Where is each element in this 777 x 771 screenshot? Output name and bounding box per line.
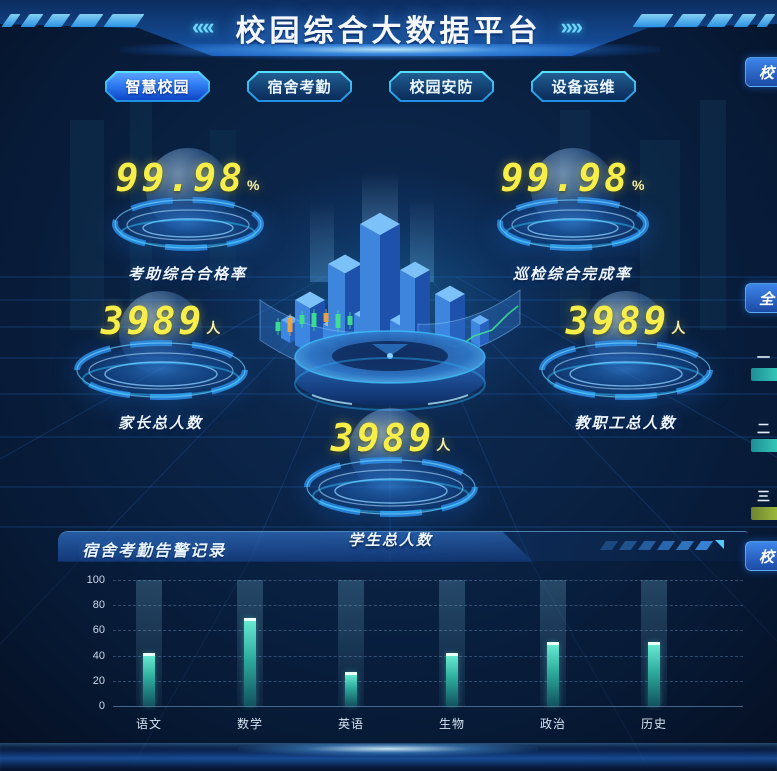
x-axis-line <box>113 706 743 707</box>
bar-政治[interactable] <box>547 641 559 706</box>
y-axis-tick: 80 <box>92 599 105 612</box>
alarm-chart-header: 宿舍考勤告警记录 <box>58 531 748 562</box>
footer-flare-decor <box>238 744 538 756</box>
x-axis-label: 生物 <box>438 717 465 731</box>
kpi-value: 3989 人 <box>565 299 686 343</box>
tab-2[interactable]: 校园安防 <box>389 71 494 102</box>
right-panel-tab-top-label: 校 <box>759 64 775 82</box>
bar-语文[interactable] <box>143 653 155 706</box>
rank-item-label: 二 <box>757 421 771 436</box>
platform-decor <box>496 196 650 257</box>
platform-decor <box>73 339 249 406</box>
tab-1[interactable]: 宿舍考勤 <box>247 71 352 102</box>
kpi-attendance-pass-rate: 99.98% 考助综合合格率 <box>85 148 290 284</box>
kpi-value: 3989 人 <box>330 416 451 460</box>
tab-label: 设备运维 <box>533 73 634 100</box>
tab-label: 智慧校园 <box>107 73 208 100</box>
header-dashes-decor <box>599 541 714 550</box>
center-3d-visualization <box>259 172 521 411</box>
kpi-students-total: 3989 人 学生总人数 <box>288 408 493 550</box>
y-axis-tick: 100 <box>86 574 105 586</box>
rank-item-bar <box>751 439 777 452</box>
kpi-staff-total: 3989 人 教职工总人数 <box>523 291 728 433</box>
header-triangle-decor <box>715 540 724 549</box>
gridline <box>113 655 743 657</box>
kpi-value: 99.98% <box>115 156 260 200</box>
right-panel-tab-middle-label: 全 <box>759 290 775 308</box>
gridline <box>113 580 743 581</box>
platform-decor <box>303 456 479 523</box>
right-panel-tab-bottom[interactable]: 校 <box>745 541 777 571</box>
footer-strip <box>0 743 777 771</box>
right-panel-tab-middle[interactable]: 全 <box>745 283 777 313</box>
rank-item-label: 三 <box>757 489 771 504</box>
y-axis-tick: 0 <box>98 700 105 712</box>
kpi-value: 99.98% <box>500 156 645 200</box>
right-panel-tab-bottom-label: 校 <box>759 548 775 566</box>
x-axis-label: 英语 <box>337 717 364 731</box>
tab-label: 宿舍考勤 <box>249 73 350 100</box>
left-chevrons-icon: «« <box>192 14 215 39</box>
x-axis-label: 历史 <box>640 717 667 731</box>
y-axis-tick: 60 <box>92 624 105 637</box>
page-title: 校园综合大数据平台 <box>235 15 542 48</box>
platform-decor <box>111 196 265 257</box>
kpi-label: 教职工总人数 <box>574 415 677 432</box>
bar-生物[interactable] <box>446 653 458 706</box>
y-axis-tick: 20 <box>92 674 105 687</box>
kpi-label: 家长总人数 <box>117 415 203 432</box>
kpi-inspection-completion-rate: 99.98% 巡检综合完成率 <box>470 148 675 284</box>
gridline <box>113 630 743 632</box>
right-chevrons-icon: »» <box>560 14 584 39</box>
tab-0[interactable]: 智慧校园 <box>105 71 210 102</box>
header-highlight-decor <box>58 532 533 562</box>
kpi-value: 3989 人 <box>100 299 221 343</box>
kpi-label: 巡检综合完成率 <box>512 266 632 283</box>
right-panel-tab-top[interactable]: 校 <box>745 57 777 87</box>
bar-英语[interactable] <box>345 671 357 706</box>
alarm-chart-panel: 宿舍考勤告警记录 0 20 40 60 80 100 语文 数学 英语 生物 政治 历史 <box>58 531 748 736</box>
gridline <box>113 680 743 682</box>
rank-item-bar <box>751 507 777 520</box>
x-axis-label: 政治 <box>539 717 566 731</box>
bar-数学[interactable] <box>244 617 256 706</box>
alarm-chart-title: 宿舍考勤告警记录 <box>82 543 227 560</box>
nav-tabs: 智慧校园 宿舍考勤 校园安防 设备运维 <box>105 71 636 102</box>
gridline <box>113 605 743 607</box>
kpi-label: 学生总人数 <box>347 532 433 549</box>
kpi-parents-total: 3989 人 家长总人数 <box>58 291 263 433</box>
tab-3[interactable]: 设备运维 <box>531 71 636 102</box>
x-axis-label: 数学 <box>236 717 263 731</box>
alarm-chart-plot: 0 20 40 60 80 100 语文 数学 英语 生物 政治 历史 <box>87 574 743 731</box>
rank-item-label: 一 <box>757 350 771 365</box>
bar-历史[interactable] <box>648 641 660 706</box>
rank-item-bar <box>751 368 777 381</box>
kpi-label: 考助综合合格率 <box>127 266 247 283</box>
tab-label: 校园安防 <box>391 73 492 100</box>
y-axis-tick: 40 <box>92 649 105 662</box>
x-axis-label: 语文 <box>135 717 162 731</box>
platform-decor <box>538 339 714 406</box>
